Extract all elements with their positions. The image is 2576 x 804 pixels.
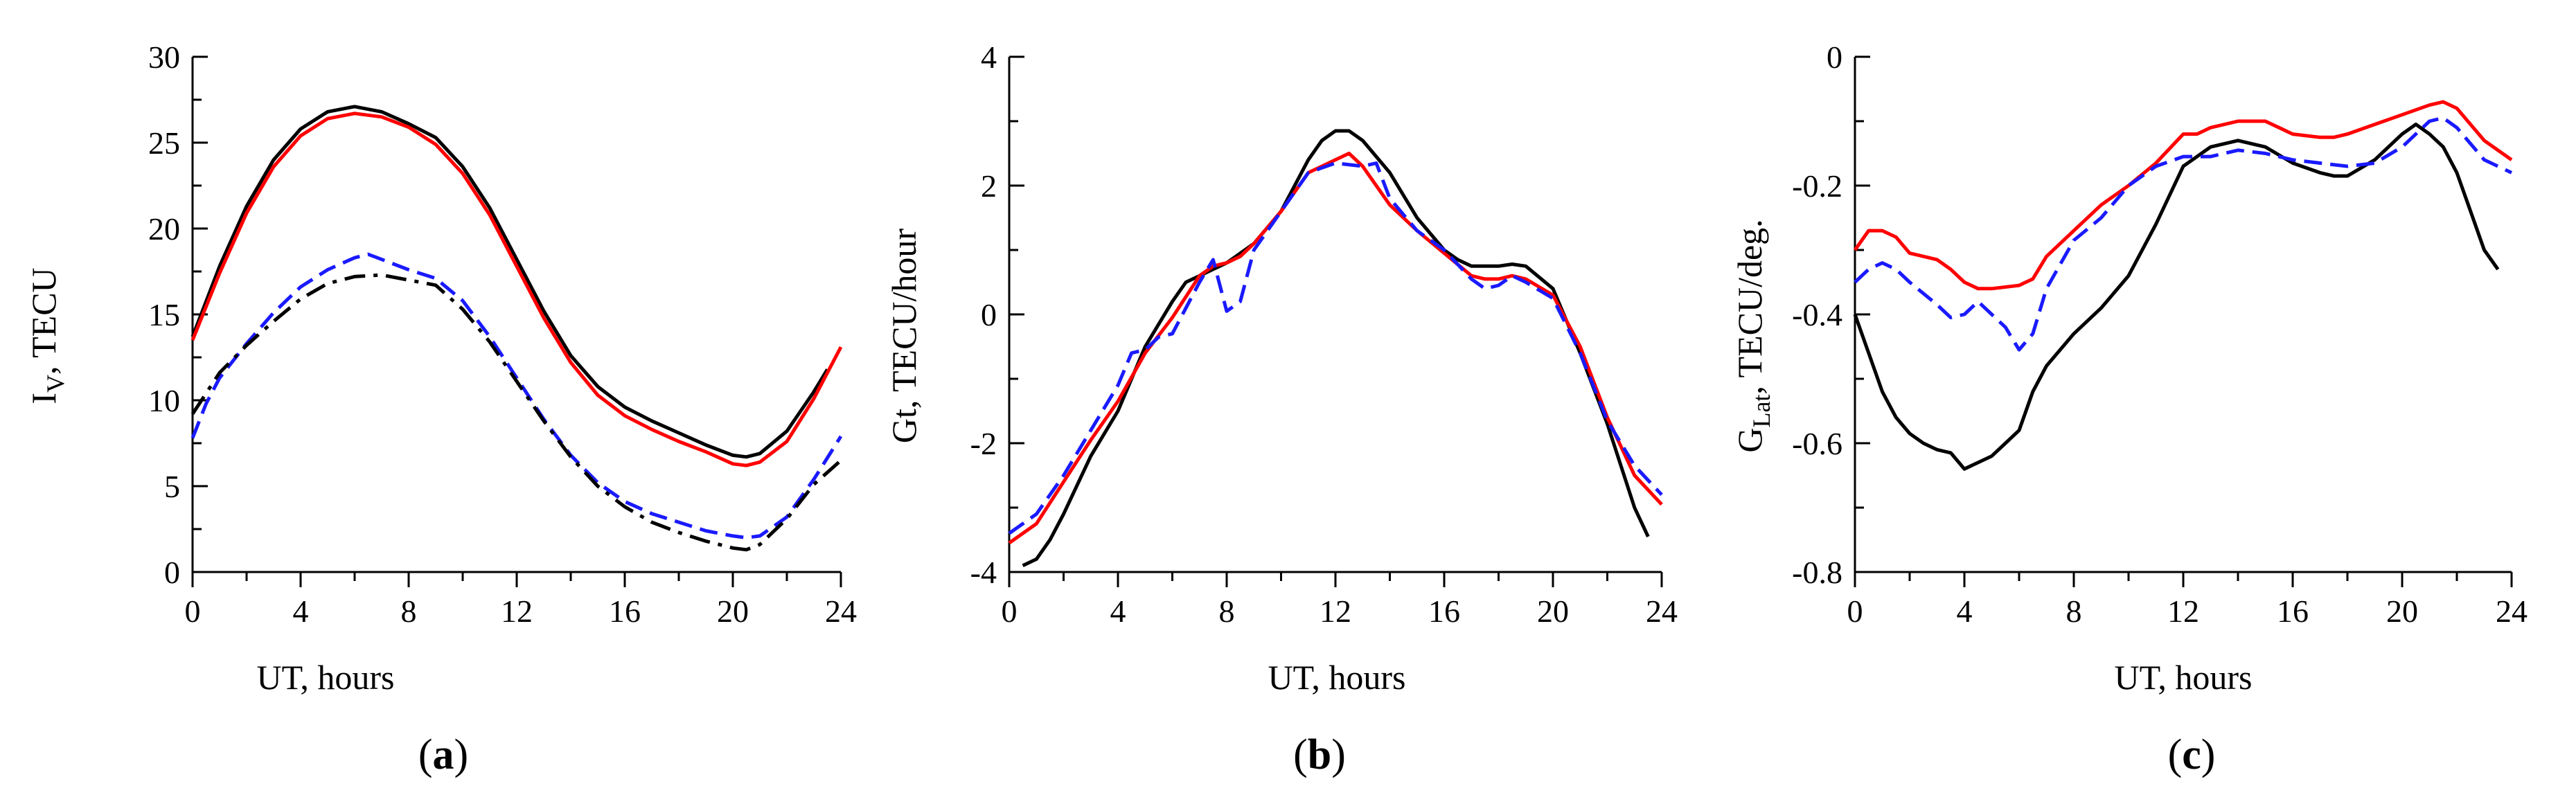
y-axis-title-a-rest: , TECU: [24, 267, 63, 375]
y-tick-label-a: 20: [148, 211, 180, 247]
y-tick-label-a: 0: [164, 555, 180, 590]
x-tick-label-a: 0: [185, 593, 201, 629]
series-blue-dashed-c: [1854, 116, 2513, 352]
x-tick-label-c: 0: [1847, 593, 1863, 629]
panel-label-c: (c): [2168, 731, 2216, 778]
y-tick-label-c: -0.6: [1792, 426, 1842, 461]
panel-label-a-open: (: [418, 731, 433, 778]
y-tick-label-a: 30: [148, 39, 180, 75]
y-tick-label-b: 2: [981, 168, 997, 204]
series-black-solid-a: [190, 105, 829, 459]
x-tick-label-c: 12: [2167, 593, 2199, 629]
y-tick-label-b: -4: [970, 555, 997, 590]
x-tick-label-a: 8: [401, 593, 417, 629]
x-tick-label-c: 16: [2277, 593, 2309, 629]
x-tick-label-b: 12: [1320, 593, 1351, 629]
y-axis-title-a: IV, TECU: [24, 267, 69, 404]
x-tick-label-a: 24: [825, 593, 857, 629]
x-tick-label-a: 12: [501, 593, 533, 629]
y-tick-label-c: -0.4: [1792, 297, 1842, 332]
y-tick-label-a: 10: [148, 383, 180, 418]
y-axis-title-a-main: I: [24, 393, 63, 404]
series-red-solid-c: [1853, 100, 2513, 291]
x-tick-label-a: 4: [293, 593, 309, 629]
panel-label-b-close: ): [1331, 731, 1346, 778]
series-black-solid-b: [1022, 129, 1650, 567]
y-tick-label-b: -2: [970, 426, 997, 461]
panel-label-c-letter: c: [2182, 731, 2201, 778]
x-tick-label-c: 20: [2386, 593, 2418, 629]
panel-label-b: (b): [1293, 731, 1346, 778]
panel-label-b-letter: b: [1308, 731, 1331, 778]
plot-area-a: 0 4 8 12 16 20 24 0 5 10 15 20 25 30: [148, 39, 857, 629]
y-axis-title-c: GLat, TECU/deg.: [1730, 219, 1775, 452]
plot-area-c: 0 4 8 12 16 20 24 -0.8 -0.6 -0.4 -0.2 0: [1792, 39, 2528, 629]
y-tick-label-a: 15: [148, 297, 180, 332]
series-black-dashdot-a: [190, 273, 842, 552]
series-blue-dashed-a: [190, 252, 843, 539]
x-tick-label-b: 16: [1428, 593, 1460, 629]
x-tick-label-c: 24: [2496, 593, 2528, 629]
panel-label-c-close: ): [2201, 731, 2216, 778]
x-tick-label-c: 8: [2066, 593, 2082, 629]
panel-label-a: (a): [418, 731, 468, 778]
x-tick-label-b: 4: [1110, 593, 1126, 629]
y-axis-title-c-rest: , TECU/deg.: [1730, 219, 1769, 394]
y-tick-label-a: 25: [148, 125, 180, 161]
panel-label-a-letter: a: [433, 731, 454, 778]
x-tick-label-b: 0: [1002, 593, 1018, 629]
y-tick-label-c: -0.8: [1792, 555, 1842, 590]
y-tick-label-c: -0.2: [1792, 168, 1842, 204]
y-tick-label-b: 4: [981, 39, 997, 75]
x-tick-label-b: 8: [1219, 593, 1235, 629]
panel-a: 0 4 8 12 16 20 24 0 5 10 15 20 25 30 UT, hours IV, TE…: [24, 39, 857, 778]
series-red-solid-a: [190, 111, 843, 467]
y-axis-title-c-sub: Lat: [1748, 395, 1775, 428]
x-tick-label-a: 16: [609, 593, 641, 629]
y-axis-title-c-main: G: [1730, 428, 1769, 453]
panel-label-b-open: (: [1293, 731, 1308, 778]
x-axis-title-a: UT, hours: [256, 658, 394, 697]
y-axis-title-a-sub: V: [42, 375, 69, 393]
series-blue-dashed-b: [1008, 161, 1663, 535]
y-tick-label-a: 5: [164, 469, 180, 504]
x-tick-label-c: 4: [1957, 593, 1973, 629]
x-tick-label-a: 20: [717, 593, 749, 629]
y-tick-label-c: 0: [1827, 39, 1842, 75]
series-red-solid-b: [1008, 152, 1663, 545]
panel-label-c-open: (: [2168, 731, 2183, 778]
y-axis-title-b: Gt, TECU/hour: [885, 229, 923, 444]
x-axis-title-b: UT, hours: [1268, 658, 1405, 697]
y-tick-label-b: 0: [981, 297, 997, 332]
series-black-solid-c: [1853, 123, 2500, 471]
x-tick-label-b: 24: [1646, 593, 1678, 629]
panel-label-a-close: ): [454, 731, 469, 778]
x-tick-label-b: 20: [1537, 593, 1569, 629]
y-axis-title-b-main: Gt, TECU/hour: [885, 229, 923, 444]
panel-c: 0 4 8 12 16 20 24 -0.8 -0.6 -0.4 -0.2 0 UT, hours G…: [1730, 39, 2528, 778]
x-axis-title-c: UT, hours: [2114, 658, 2252, 697]
